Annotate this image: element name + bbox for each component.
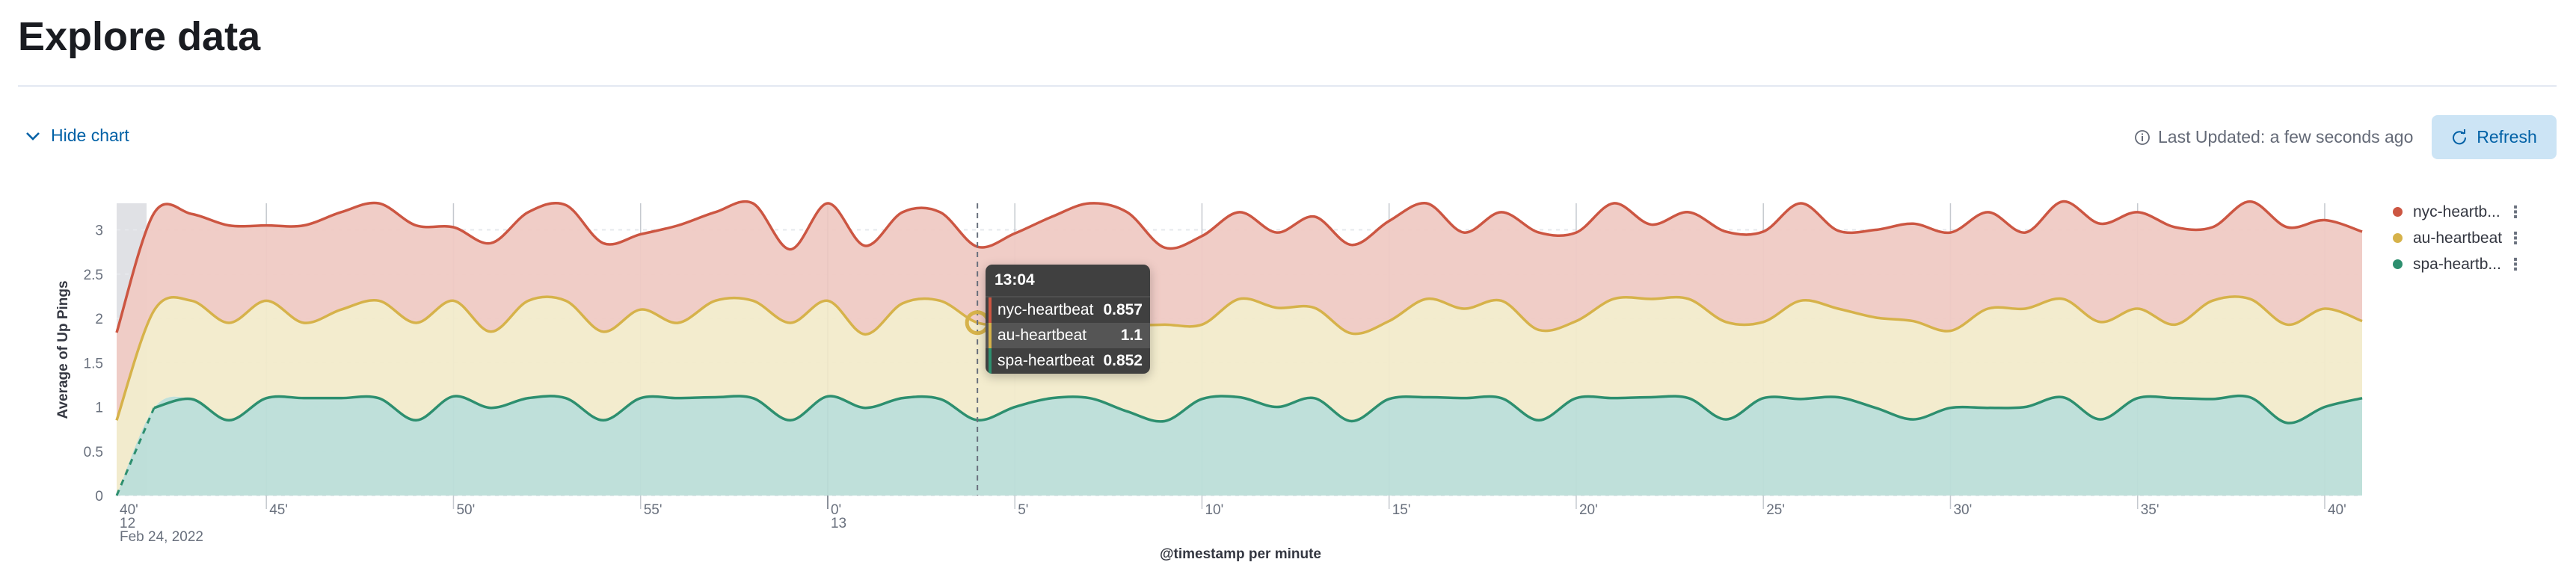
tooltip-row-nyc: nyc-heartbeat 0.857 [986, 297, 1150, 323]
x-tick-label: 25' [1766, 502, 1785, 518]
y-tick-label: 1.5 [84, 356, 103, 371]
x-tick-sublabel: 13 [831, 516, 846, 531]
vertical-dots-icon[interactable]: ⋮ [2507, 202, 2524, 221]
series-color-bar [989, 323, 992, 348]
legend-item-au[interactable]: au-heartbeat ⋮ [2393, 225, 2524, 251]
tooltip-series-name: spa-heartbeat [997, 352, 1095, 369]
series-color-bar [989, 297, 992, 323]
vertical-dots-icon[interactable]: ⋮ [2507, 228, 2524, 247]
tooltip-series-value: 0.857 [1103, 301, 1143, 318]
hide-chart-button[interactable]: Hide chart [25, 126, 129, 146]
x-tick-label: 5' [1018, 502, 1028, 518]
y-tick-label: 2 [95, 312, 103, 327]
area-nyc-heartbeat [117, 201, 2362, 421]
tooltip-series-value: 1.1 [1120, 327, 1143, 344]
x-tick-label: 35' [2141, 502, 2160, 518]
x-tick-label: 20' [1579, 502, 1598, 518]
vertical-dots-icon[interactable]: ⋮ [2507, 254, 2524, 274]
tooltip-row-spa: spa-heartbeat 0.852 [986, 348, 1150, 374]
y-tick-label: 2.5 [84, 268, 103, 283]
divider [18, 85, 2557, 87]
y-tick-label: 0 [95, 489, 103, 504]
legend-label: au-heartbeat [2413, 229, 2503, 247]
tooltip-row-au: au-heartbeat 1.1 [986, 323, 1150, 348]
gap-line-spa-heartbeat [115, 407, 156, 496]
legend-color-dot [2393, 207, 2403, 217]
chart-tooltip: 13:04 nyc-heartbeat 0.857 au-heartbeat 1… [986, 265, 1150, 374]
line-au-heartbeat [115, 295, 2363, 421]
info-icon [2135, 129, 2150, 145]
x-tick-label: 50' [456, 502, 475, 518]
refresh-button[interactable]: Refresh [2432, 115, 2557, 159]
y-tick-label: 1 [95, 401, 103, 416]
x-tick-sublabel: 12 [120, 516, 135, 531]
legend-color-dot [2393, 233, 2403, 243]
chevron-down-icon [26, 132, 40, 141]
legend-label: spa-heartb... [2413, 255, 2501, 273]
x-tick-date: Feb 24, 2022 [120, 529, 203, 545]
last-updated-status: Last Updated: a few seconds ago [2134, 127, 2413, 147]
x-tick-label: 40' [120, 502, 138, 518]
chart-legend: nyc-heartb... ⋮ au-heartbeat ⋮ spa-heart… [2393, 199, 2524, 277]
page-title: Explore data [18, 14, 261, 59]
tooltip-title: 13:04 [986, 265, 1150, 297]
tooltip-series-name: au-heartbeat [997, 327, 1087, 344]
x-tick-label: 15' [1392, 502, 1411, 518]
x-tick-label: 10' [1205, 502, 1223, 518]
refresh-icon [2453, 129, 2467, 144]
series-areas [117, 201, 2362, 496]
x-tick-label: 30' [1953, 502, 1972, 518]
series-lines [115, 200, 2363, 496]
tooltip-series-name: nyc-heartbeat [997, 301, 1094, 318]
legend-item-spa[interactable]: spa-heartb... ⋮ [2393, 251, 2524, 277]
x-axis-title: @timestamp per minute [1160, 546, 1321, 562]
legend-color-dot [2393, 259, 2403, 269]
legend-item-nyc[interactable]: nyc-heartb... ⋮ [2393, 199, 2524, 225]
y-tick-label: 0.5 [84, 445, 103, 460]
x-tick-label: 0' [831, 502, 841, 518]
legend-label: nyc-heartb... [2413, 203, 2500, 220]
tooltip-series-value: 0.852 [1103, 352, 1143, 369]
x-tick-label: 45' [269, 502, 288, 518]
refresh-label: Refresh [2477, 127, 2537, 146]
x-tick-label: 40' [2328, 502, 2346, 518]
area-spa-heartbeat [117, 395, 2362, 496]
last-updated-text: Last Updated: a few seconds ago [2158, 127, 2414, 146]
y-axis-title: Average of Up Pings [55, 280, 71, 419]
x-tick-label: 55' [644, 502, 663, 518]
hide-chart-label: Hide chart [51, 126, 129, 145]
line-spa-heartbeat [153, 394, 2363, 425]
y-tick-label: 3 [95, 223, 103, 239]
line-nyc-heartbeat [115, 200, 2363, 333]
series-color-bar [989, 348, 992, 374]
